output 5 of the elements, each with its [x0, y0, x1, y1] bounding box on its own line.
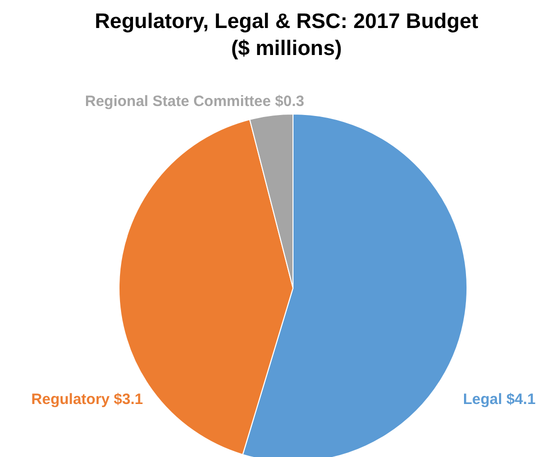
- slice-label: Regulatory $3.1: [31, 390, 143, 408]
- slice-label: Legal $4.1: [463, 390, 536, 408]
- chart-subtitle: ($ millions): [230, 36, 343, 62]
- chart-title: Regulatory, Legal & RSC: 2017 Budget: [94, 9, 480, 35]
- slice-label: Regional State Committee $0.3: [85, 92, 304, 110]
